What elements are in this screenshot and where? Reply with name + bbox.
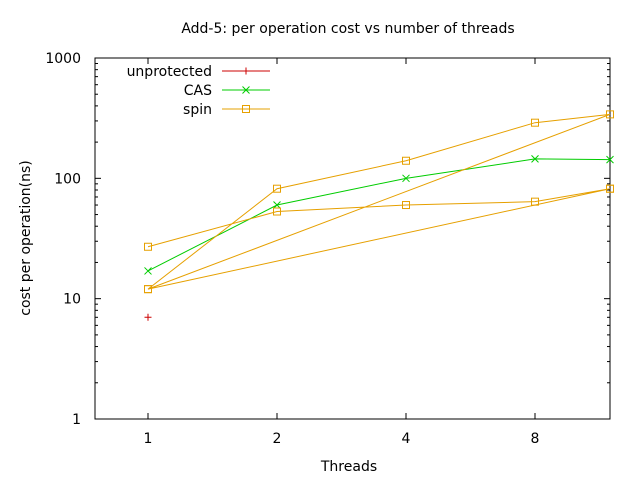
x-tick-label: 1 [144, 431, 153, 447]
data-point [531, 155, 539, 163]
data-point [402, 156, 410, 165]
data-point [144, 313, 152, 321]
y-tick-label: 1 [72, 412, 81, 428]
data-point [273, 201, 281, 209]
data-point [144, 285, 152, 294]
plot-area-frame [94, 57, 611, 420]
chart-title: Add-5: per operation cost vs number of t… [181, 21, 514, 37]
data-point [273, 184, 281, 193]
legend-marker [242, 67, 250, 75]
series-layer [144, 110, 614, 321]
legend-label: CAS [184, 83, 212, 99]
legend-label: spin [183, 102, 212, 118]
data-point [531, 118, 539, 127]
data-point [606, 110, 614, 119]
x-tick-label: 4 [402, 431, 411, 447]
y-tick-label: 100 [54, 171, 81, 187]
series-line [147, 158, 611, 272]
y-tick-label: 1000 [45, 51, 81, 67]
axis-ticks: 1 2 4 8 1 10 100 1000 [45, 51, 610, 447]
data-point [144, 267, 152, 275]
y-axis-label: cost per operation(ns) [18, 160, 34, 316]
legend-marker [242, 86, 250, 94]
data-point [402, 201, 410, 210]
legend: unprotected CAS spin [127, 64, 270, 118]
data-point [273, 207, 281, 216]
legend-marker [242, 105, 250, 113]
legend-label: unprotected [127, 64, 212, 80]
data-point [402, 174, 410, 183]
series-line [147, 113, 611, 290]
x-axis-label: Threads [320, 459, 377, 475]
y-tick-label: 10 [63, 292, 81, 308]
data-point [606, 184, 614, 193]
x-tick-label: 2 [273, 431, 282, 447]
data-point [606, 155, 614, 164]
x-tick-label: 8 [531, 431, 540, 447]
data-point [144, 242, 152, 251]
data-point [531, 197, 539, 206]
